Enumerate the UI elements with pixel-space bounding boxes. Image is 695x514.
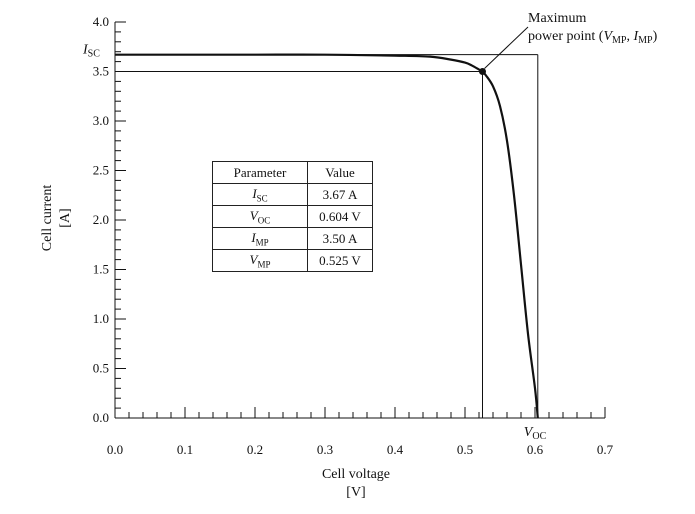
param-cell: VMP xyxy=(212,249,308,272)
parameter-table: Parameter Value ISC 3.67 A VOC 0.604 V I… xyxy=(212,161,373,272)
table-row: VOC 0.604 V xyxy=(212,205,373,228)
header-parameter: Parameter xyxy=(212,161,308,184)
annotation-leader-line xyxy=(484,26,529,69)
y-tick-label: 2.5 xyxy=(93,163,109,178)
max-power-point-marker xyxy=(479,68,486,75)
x-tick-label: 0.7 xyxy=(597,442,614,457)
y-tick-label: 4.0 xyxy=(93,14,109,29)
table-row: IMP 3.50 A xyxy=(212,227,373,250)
y-tick-label: 0.0 xyxy=(93,410,109,425)
x-tick-label: 0.4 xyxy=(387,442,404,457)
annotation-line-2: power point (VMP, IMP) xyxy=(528,29,658,46)
y-tick-label: 3.0 xyxy=(93,113,109,128)
param-cell: ISC xyxy=(212,183,308,206)
y-tick-label: 1.5 xyxy=(93,262,109,277)
x-tick-label: 0.0 xyxy=(107,442,123,457)
value-cell: 0.525 V xyxy=(307,249,373,272)
param-cell: VOC xyxy=(212,205,308,228)
voc-axis-label: VOC xyxy=(524,425,547,442)
x-tick-label: 0.2 xyxy=(247,442,263,457)
table-row: VMP 0.525 V xyxy=(212,249,373,272)
table-header-row: Parameter Value xyxy=(212,161,373,184)
x-tick-label: 0.6 xyxy=(527,442,544,457)
value-cell: 3.67 A xyxy=(307,183,373,206)
y-axis-unit: [A] xyxy=(58,208,73,227)
header-value: Value xyxy=(307,161,373,184)
y-tick-label: 3.5 xyxy=(93,64,109,79)
y-tick-label: 0.5 xyxy=(93,361,109,376)
axis-tick-labels: 0.0 0.1 0.2 0.3 0.4 0.5 0.6 0.7 0.0 0.5 1.0 1.5 2.0 2… xyxy=(93,14,614,457)
x-tick-label: 0.5 xyxy=(457,442,473,457)
y-tick-label: 2.0 xyxy=(93,212,109,227)
table-row: ISC 3.67 A xyxy=(212,183,373,206)
axis-ticks xyxy=(114,21,606,419)
x-axis-unit: [V] xyxy=(346,485,365,500)
x-axis-title: Cell voltage xyxy=(322,467,390,482)
x-tick-label: 0.3 xyxy=(317,442,333,457)
annotation-line-1: Maximum xyxy=(528,11,586,26)
isc-axis-label: ISC xyxy=(82,43,100,60)
param-cell: IMP xyxy=(212,227,308,250)
value-cell: 3.50 A xyxy=(307,227,373,250)
y-tick-label: 1.0 xyxy=(93,311,109,326)
value-cell: 0.604 V xyxy=(307,205,373,228)
x-tick-label: 0.1 xyxy=(177,442,193,457)
y-axis-title: Cell current xyxy=(40,185,55,252)
